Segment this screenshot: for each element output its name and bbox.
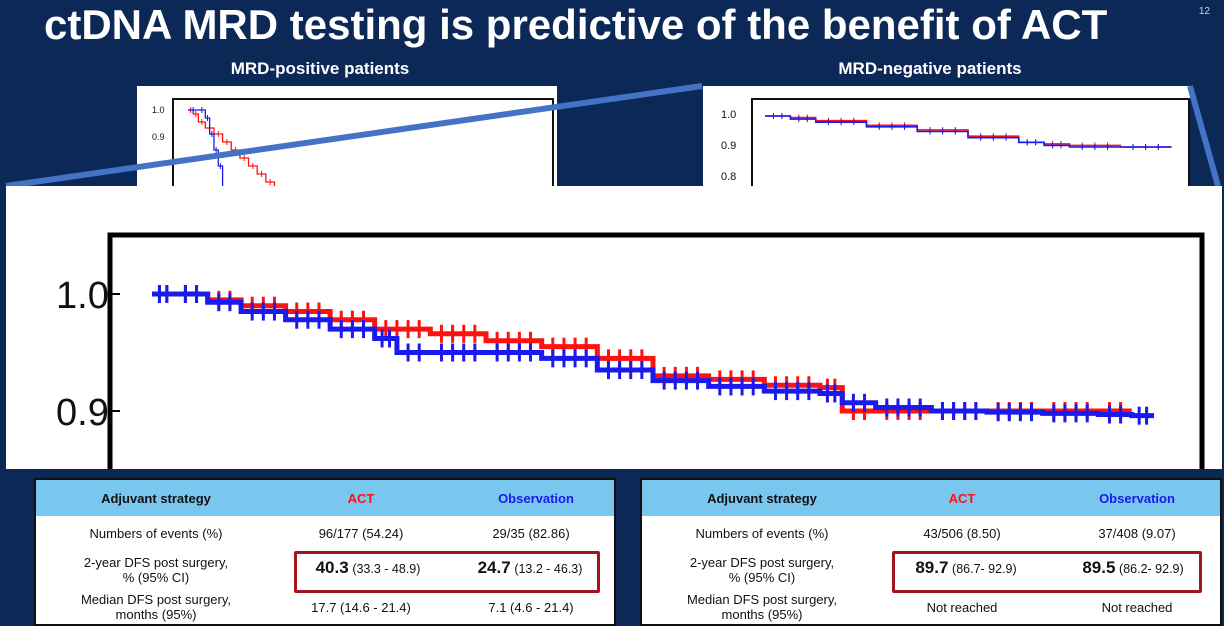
km-curve-series-1 bbox=[152, 291, 1154, 419]
mrd-negative-chart bbox=[765, 113, 1172, 150]
highlight-box bbox=[892, 551, 1202, 593]
obs-2yr-dfs: 24.7 (13.2 - 46.3) bbox=[460, 558, 600, 577]
act-median-dfs: 17.7 (14.6 - 21.4) bbox=[311, 600, 411, 615]
act-2yr-dfs-ci: (33.3 - 48.9) bbox=[352, 562, 421, 576]
row-label-2yr-dfs: 2-year DFS post surgery, % (95% CI) bbox=[652, 555, 872, 585]
obs-2yr-dfs-value: 89.5 bbox=[1082, 558, 1116, 577]
table-header-row: Adjuvant strategy ACT Observation bbox=[36, 480, 614, 516]
act-2yr-dfs-value: 40.3 bbox=[315, 558, 349, 577]
row-label-events: Numbers of events (%) bbox=[695, 526, 829, 541]
header-adjuvant-strategy: Adjuvant strategy bbox=[101, 491, 211, 506]
row-label-events: Numbers of events (%) bbox=[89, 526, 223, 541]
row-label-line1: 2-year DFS post surgery, bbox=[83, 555, 229, 570]
connector-line-right bbox=[1187, 85, 1221, 187]
act-2yr-dfs: 89.7 (86.7- 92.9) bbox=[896, 558, 1036, 577]
zoom-y-tick-label-1: 0.9 bbox=[56, 392, 109, 434]
act-events: 43/506 (8.50) bbox=[923, 526, 1001, 541]
row-label-median-dfs: Median DFS post surgery, months (95%) bbox=[46, 592, 266, 622]
zoomed-chart-panel: 1.0 0.9 bbox=[6, 186, 1222, 488]
row-label-median-dfs: Median DFS post surgery, months (95%) bbox=[652, 592, 872, 622]
header-act: ACT bbox=[347, 491, 375, 506]
header-observation: Observation bbox=[498, 491, 574, 506]
obs-2yr-dfs-ci: (13.2 - 46.3) bbox=[514, 562, 583, 576]
act-events: 96/177 (54.24) bbox=[318, 526, 404, 541]
act-median-dfs: Not reached bbox=[926, 600, 998, 615]
row-label-line2: months (95%) bbox=[115, 607, 197, 622]
km-curve-series-0 bbox=[152, 291, 1132, 414]
row-label-line2: months (95%) bbox=[721, 607, 803, 622]
obs-median-dfs: Not reached bbox=[1101, 600, 1173, 615]
y-tick-0-9: 0.9 bbox=[721, 140, 737, 152]
zoomed-km-chart: 1.0 0.9 bbox=[56, 232, 1205, 488]
y-tick-0-8: 0.8 bbox=[721, 171, 737, 183]
row-label-line1: Median DFS post surgery, bbox=[80, 592, 232, 607]
highlight-box bbox=[294, 551, 600, 593]
connector-line-left bbox=[5, 83, 703, 189]
km-curve-series-1 bbox=[765, 115, 1172, 148]
act-2yr-dfs-value: 89.7 bbox=[915, 558, 949, 577]
mrd-negative-table: Adjuvant strategy ACT Observation Number… bbox=[640, 478, 1222, 626]
zoom-y-tick-label-0: 1.0 bbox=[56, 275, 109, 317]
zoom-chart-frame bbox=[107, 232, 1205, 488]
table-header-row: Adjuvant strategy ACT Observation bbox=[642, 480, 1220, 516]
y-tick-1-0: 1.0 bbox=[152, 105, 165, 115]
obs-events: 29/35 (82.86) bbox=[492, 526, 570, 541]
row-label-line1: Median DFS post surgery, bbox=[686, 592, 838, 607]
row-label-line2: % (95% CI) bbox=[122, 570, 190, 585]
obs-2yr-dfs: 89.5 (86.2- 92.9) bbox=[1062, 558, 1204, 577]
obs-events: 37/408 (9.07) bbox=[1098, 526, 1176, 541]
mrd-positive-table: Adjuvant strategy ACT Observation Number… bbox=[34, 478, 616, 626]
y-tick-0-9: 0.9 bbox=[152, 132, 165, 142]
act-2yr-dfs: 40.3 (33.3 - 48.9) bbox=[298, 558, 438, 577]
header-adjuvant-strategy: Adjuvant strategy bbox=[707, 491, 817, 506]
obs-median-dfs: 7.1 (4.6 - 21.4) bbox=[488, 600, 574, 615]
header-act: ACT bbox=[948, 491, 976, 506]
mrd-negative-heading: MRD-negative patients bbox=[838, 59, 1022, 78]
y-tick-1-0: 1.0 bbox=[721, 109, 737, 121]
mrd-positive-heading: MRD-positive patients bbox=[230, 59, 410, 78]
mrd-negative-chart-panel: 1.0 0.9 0.8 bbox=[703, 86, 1190, 212]
row-label-2yr-dfs: 2-year DFS post surgery, % (95% CI) bbox=[46, 555, 266, 585]
obs-2yr-dfs-ci: (86.2- 92.9) bbox=[1119, 562, 1184, 576]
row-label-line2: % (95% CI) bbox=[728, 570, 796, 585]
obs-2yr-dfs-value: 24.7 bbox=[477, 558, 511, 577]
slide-number: 12 bbox=[1198, 6, 1210, 17]
act-2yr-dfs-ci: (86.7- 92.9) bbox=[952, 562, 1017, 576]
header-observation: Observation bbox=[1099, 491, 1175, 506]
row-label-line1: 2-year DFS post surgery, bbox=[689, 555, 835, 570]
slide-title: ctDNA MRD testing is predictive of the b… bbox=[44, 1, 1108, 48]
